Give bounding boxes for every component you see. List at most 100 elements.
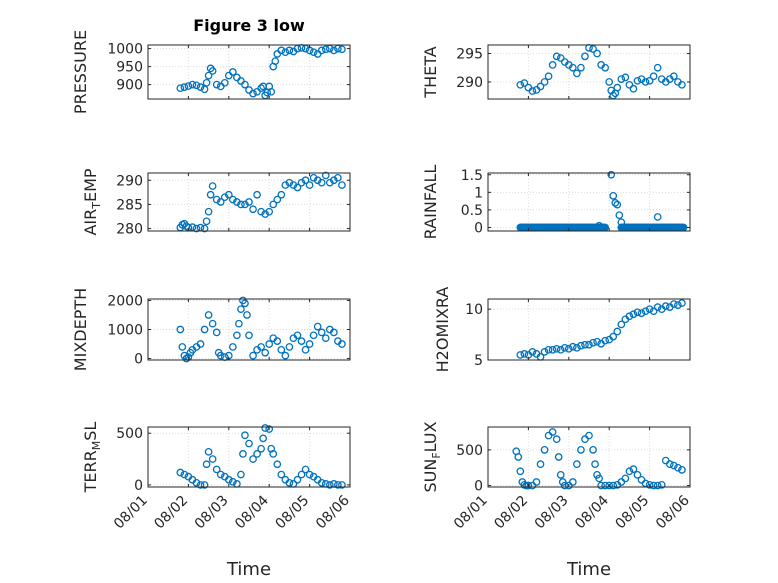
data-point bbox=[281, 351, 290, 360]
data-point bbox=[573, 343, 581, 352]
y-tick-label: 290 bbox=[116, 173, 143, 189]
data-point bbox=[601, 336, 610, 345]
data-point bbox=[597, 481, 605, 490]
data-point bbox=[253, 190, 261, 199]
data-point bbox=[273, 460, 282, 469]
axes-box bbox=[147, 44, 351, 100]
data-point bbox=[325, 178, 334, 187]
data-point bbox=[540, 446, 549, 454]
data-point bbox=[556, 54, 565, 62]
data-point bbox=[293, 331, 302, 340]
data-point bbox=[657, 481, 666, 489]
plot-area bbox=[488, 427, 690, 487]
data-point bbox=[520, 79, 529, 87]
panel-2: 290 295 THETA bbox=[421, 43, 691, 100]
y-tick-label: 1000 bbox=[107, 42, 143, 58]
data-point bbox=[674, 301, 682, 309]
data-point bbox=[305, 181, 314, 189]
y-tick-label: 500 bbox=[456, 443, 483, 459]
plot-area bbox=[488, 299, 690, 360]
data-point bbox=[615, 211, 624, 220]
data-point bbox=[317, 479, 326, 487]
data-point bbox=[281, 181, 290, 189]
data-point bbox=[653, 213, 662, 221]
data-point bbox=[249, 205, 257, 214]
data-point bbox=[678, 80, 686, 89]
data-point bbox=[228, 68, 237, 76]
data-point bbox=[243, 311, 251, 319]
data-point bbox=[301, 176, 310, 185]
data-point bbox=[269, 450, 278, 458]
data-point bbox=[192, 81, 201, 90]
data-point bbox=[573, 69, 581, 78]
y-axis-label: SUNFLUX bbox=[421, 421, 443, 492]
data-point bbox=[629, 465, 638, 473]
chart-title: Figure 3 low bbox=[193, 16, 305, 35]
axes-box bbox=[487, 44, 691, 100]
data-point bbox=[216, 198, 225, 206]
axes-box bbox=[147, 426, 351, 488]
y-axis-label-part: AIR bbox=[81, 209, 100, 236]
axes-box bbox=[487, 426, 691, 488]
axes-box bbox=[487, 172, 691, 232]
data-point bbox=[204, 71, 213, 80]
y-tick-label: 290 bbox=[456, 75, 483, 91]
panel-5: 0 1000 2000 MIXDEPTH bbox=[71, 288, 351, 371]
data-point bbox=[649, 481, 658, 490]
panel-1: 900 950 1000 PRESSURE Figure 3 low bbox=[71, 16, 351, 114]
data-point bbox=[329, 328, 338, 337]
data-point bbox=[560, 343, 569, 352]
data-point bbox=[641, 78, 650, 86]
data-point bbox=[235, 319, 243, 328]
data-point bbox=[637, 309, 646, 318]
data-point bbox=[188, 223, 197, 231]
data-point bbox=[216, 470, 225, 479]
data-point bbox=[564, 344, 573, 353]
data-point bbox=[192, 224, 201, 233]
data-point bbox=[568, 478, 577, 486]
data-point bbox=[665, 460, 674, 468]
data-point bbox=[617, 75, 626, 83]
y-tick-label: 950 bbox=[116, 60, 143, 76]
y-tick-label: 500 bbox=[116, 426, 143, 442]
data-point bbox=[621, 474, 630, 483]
data-point bbox=[554, 453, 563, 461]
data-point bbox=[176, 84, 185, 93]
y-tick-label: 285 bbox=[116, 197, 143, 213]
data-point bbox=[329, 46, 338, 55]
data-point bbox=[514, 453, 523, 461]
data-point bbox=[237, 200, 245, 209]
data-point bbox=[182, 354, 191, 363]
data-point bbox=[544, 72, 553, 81]
y-axis-label: TERRMSL bbox=[81, 422, 103, 494]
data-point bbox=[601, 481, 610, 490]
data-point bbox=[317, 46, 326, 55]
data-point bbox=[239, 450, 247, 458]
data-point bbox=[196, 340, 205, 348]
data-point bbox=[220, 78, 229, 87]
data-point bbox=[220, 193, 229, 202]
data-point bbox=[257, 207, 265, 216]
data-point bbox=[265, 340, 274, 348]
y-tick-label: 0.5 bbox=[461, 203, 483, 219]
data-point bbox=[524, 481, 533, 490]
data-point bbox=[237, 470, 245, 479]
y-axis-label-part: SL bbox=[81, 422, 100, 441]
y-tick-label: 900 bbox=[116, 78, 143, 94]
y-tick-label: 1000 bbox=[107, 323, 143, 339]
y-axis-label-subscript: T bbox=[90, 202, 103, 210]
y-tick-label: 0 bbox=[474, 220, 483, 236]
data-point bbox=[678, 299, 686, 307]
y-axis-label: AIRTEMP bbox=[81, 168, 103, 235]
data-point bbox=[249, 455, 257, 463]
data-point bbox=[192, 479, 201, 487]
data-point bbox=[589, 446, 597, 454]
data-point bbox=[560, 481, 569, 490]
data-point bbox=[285, 343, 294, 351]
data-point bbox=[321, 171, 330, 180]
data-point bbox=[297, 470, 306, 479]
data-point bbox=[176, 468, 185, 477]
data-point bbox=[313, 322, 322, 331]
